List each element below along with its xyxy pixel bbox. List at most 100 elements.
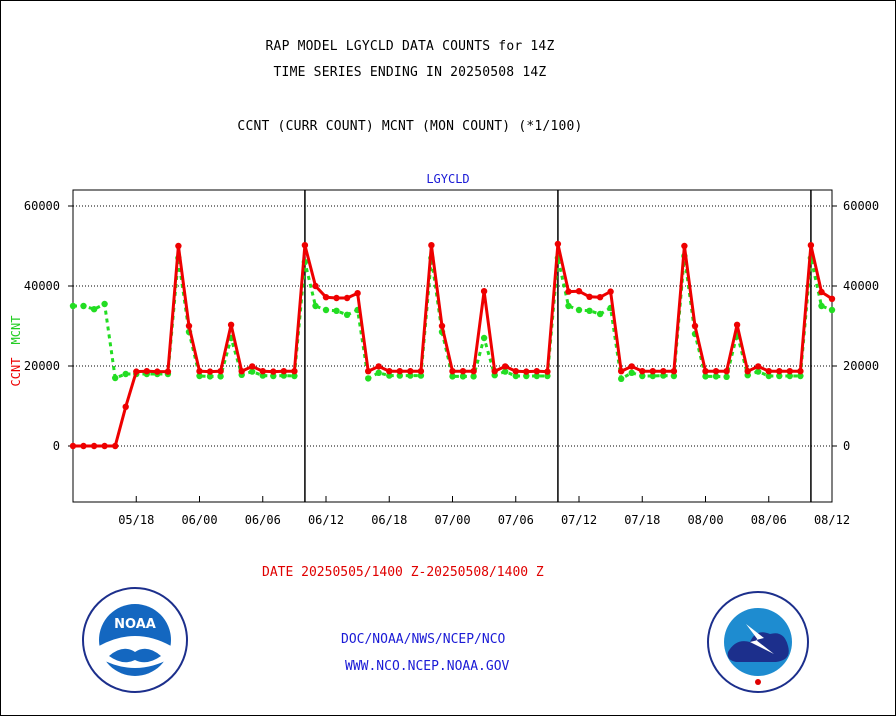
- ccnt-point: [649, 368, 656, 375]
- plot-frame: [72, 189, 833, 503]
- mcnt-point: [765, 372, 772, 380]
- ccnt-point: [407, 368, 414, 375]
- mcnt-point: [112, 374, 119, 382]
- chart-subtitle: TIME SERIES ENDING IN 20250508 14Z: [273, 65, 547, 80]
- x-tick-label: 07/00: [434, 513, 470, 527]
- ccnt-point: [502, 363, 509, 370]
- y-axis-label-mcnt: MCNT: [9, 316, 23, 345]
- mcnt-point: [312, 302, 319, 310]
- ccnt-point: [417, 368, 425, 375]
- mcnt-point: [291, 372, 298, 380]
- ccnt-point: [776, 368, 783, 375]
- mcnt-point: [449, 373, 456, 380]
- mcnt-point: [596, 310, 604, 318]
- ccnt-point: [438, 322, 446, 330]
- mcnt-point: [628, 369, 635, 376]
- mcnt-point: [386, 372, 393, 379]
- ccnt-point: [112, 442, 119, 450]
- chart-title: RAP MODEL LGYCLD DATA COUNTS for 14Z: [265, 39, 555, 54]
- ccnt-point: [386, 368, 393, 375]
- ccnt-point: [259, 368, 266, 375]
- mcnt-point: [828, 306, 836, 314]
- ccnt-point: [69, 442, 77, 450]
- nws-logo-icon: [707, 591, 809, 693]
- ccnt-point: [365, 368, 372, 375]
- ccnt-point: [565, 288, 572, 295]
- mcnt-point: [639, 372, 646, 380]
- x-tick-label: 07/06: [498, 513, 534, 527]
- org-url-link[interactable]: WWW.NCO.NCEP.NOAA.GOV: [345, 659, 510, 674]
- ccnt-point: [807, 242, 815, 249]
- ccnt-point: [270, 368, 277, 375]
- mcnt-point: [586, 307, 593, 314]
- y-tick-label: 60000: [24, 199, 60, 213]
- mcnt-point: [470, 373, 477, 380]
- y-tick-label-right: 0: [843, 439, 850, 453]
- mcnt-point: [280, 372, 287, 379]
- y-axis-label: CCNT MCNT: [9, 316, 23, 387]
- date-range-label: DATE 20250505/1400 Z-20250508/1400 Z: [262, 565, 544, 580]
- ccnt-point: [691, 322, 699, 330]
- ccnt-point: [765, 368, 772, 375]
- ccnt-point: [828, 295, 836, 302]
- ccnt-point: [80, 442, 87, 450]
- x-tick-label: 05/18: [118, 513, 154, 527]
- mcnt-point: [375, 369, 382, 376]
- ccnt-point: [312, 282, 319, 290]
- ccnt-point: [733, 321, 741, 328]
- mcnt-point: [270, 372, 277, 380]
- mcnt-point: [755, 368, 762, 375]
- mcnt-point: [575, 306, 583, 314]
- mcnt-point: [723, 373, 730, 380]
- ccnt-point: [428, 242, 435, 249]
- ccnt-point: [618, 368, 625, 375]
- ccnt-point: [755, 363, 762, 370]
- mcnt-point: [90, 306, 98, 313]
- ccnt-point: [238, 368, 245, 375]
- y-tick-label: 40000: [24, 279, 60, 293]
- mcnt-point: [101, 300, 108, 308]
- mcnt-point: [786, 372, 793, 380]
- mcnt-point: [502, 368, 509, 375]
- ccnt-point: [154, 368, 161, 375]
- ccnt-line: [73, 242, 833, 448]
- y-ticks: 0 0 20000 20000 40000 40000 60000 60000: [24, 199, 879, 453]
- ccnt-point: [660, 368, 667, 375]
- x-tick-label: 07/12: [561, 513, 597, 527]
- series-ccnt: [69, 240, 836, 450]
- mcnt-point: [818, 302, 825, 310]
- mcnt-point: [544, 372, 551, 380]
- mcnt-point: [80, 302, 87, 310]
- y-tick-label-right: 20000: [843, 359, 879, 373]
- ccnt-point: [575, 288, 583, 295]
- y-tick-label-right: 40000: [843, 279, 879, 293]
- mcnt-point: [533, 372, 540, 380]
- ccnt-point: [249, 363, 256, 370]
- mcnt-point: [343, 311, 351, 318]
- mcnt-point: [417, 372, 425, 379]
- ccnt-point: [607, 288, 614, 295]
- x-tick-label: 06/06: [245, 513, 281, 527]
- mcnt-point: [480, 334, 488, 342]
- ccnt-point: [354, 290, 361, 297]
- mcnt-point: [670, 372, 678, 380]
- ccnt-point: [523, 368, 530, 375]
- ccnt-point: [702, 368, 709, 375]
- ccnt-point: [512, 368, 519, 375]
- ccnt-point: [491, 368, 498, 375]
- ccnt-point: [322, 294, 330, 301]
- mcnt-point: [618, 375, 625, 382]
- ccnt-point: [291, 368, 298, 375]
- ccnt-point: [449, 368, 456, 375]
- ccnt-point: [143, 368, 150, 375]
- mcnt-point: [196, 372, 203, 380]
- y-axis-label-ccnt: CCNT: [9, 358, 23, 387]
- ccnt-point: [343, 294, 351, 302]
- mcnt-point: [333, 307, 340, 314]
- ccnt-point: [375, 363, 382, 370]
- ccnt-point: [133, 368, 140, 375]
- noaa-wordmark: NOAA: [114, 617, 156, 632]
- org-path-text: DOC/NOAA/NWS/NCEP/NCO: [341, 632, 506, 647]
- ccnt-point: [185, 322, 193, 330]
- mcnt-point: [512, 372, 519, 380]
